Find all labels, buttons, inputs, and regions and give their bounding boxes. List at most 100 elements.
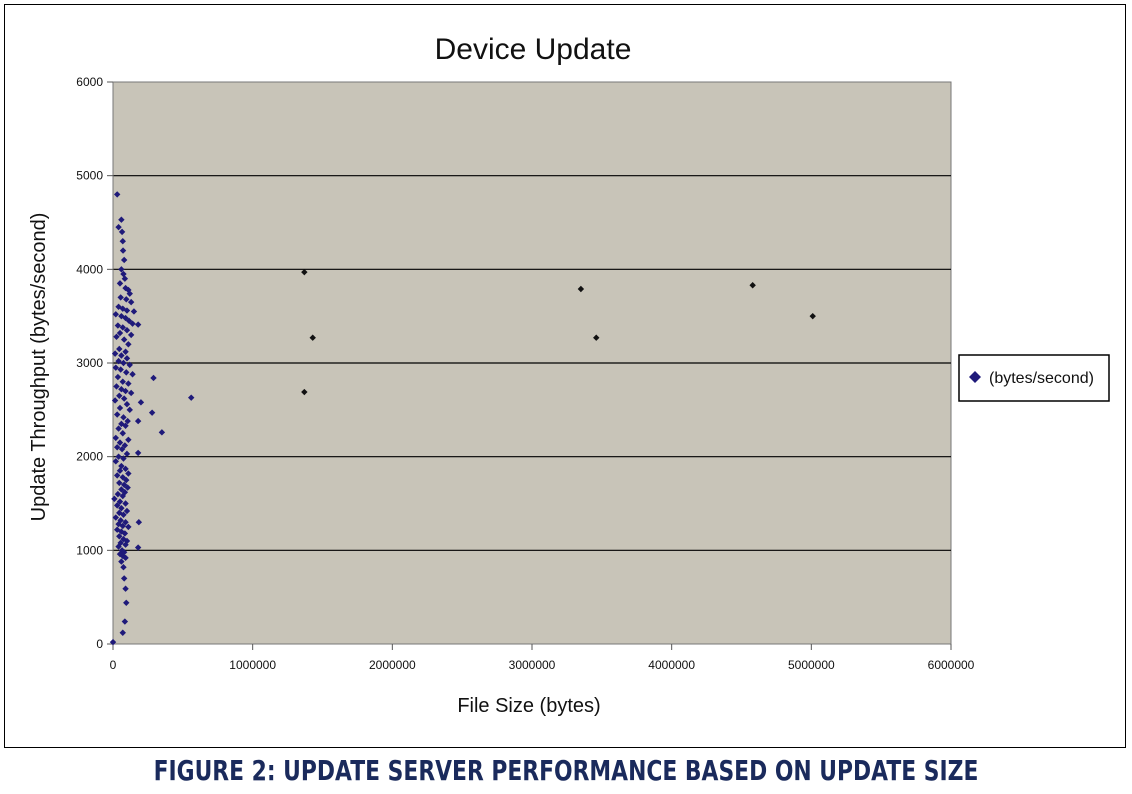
data-point <box>125 436 132 444</box>
data-point <box>118 558 125 565</box>
data-point <box>113 472 121 479</box>
data-point <box>135 519 143 526</box>
data-point <box>123 401 131 408</box>
data-point <box>188 394 195 401</box>
data-point <box>116 439 124 446</box>
data-point <box>148 409 156 416</box>
data-point <box>118 547 126 554</box>
data-point <box>119 324 126 331</box>
x-tick-label: 0 <box>110 658 117 672</box>
data-point <box>123 476 130 484</box>
data-point <box>121 442 129 449</box>
data-point <box>118 312 125 320</box>
data-point <box>119 430 126 437</box>
data-point <box>158 429 166 436</box>
data-point <box>134 449 142 457</box>
x-axis: 0 1000000 2000000 3000000 4000000 5000000 6000… <box>110 643 975 672</box>
data-point <box>118 216 125 223</box>
data-point <box>111 495 118 503</box>
legend-label: (bytes/second) <box>989 370 1094 387</box>
y-tick-label: 5000 <box>76 169 103 183</box>
data-point <box>112 364 119 371</box>
data-point <box>120 395 128 402</box>
data-point <box>593 334 600 341</box>
data-point <box>123 507 131 515</box>
data-point <box>749 282 756 289</box>
x-tick-label: 1000000 <box>229 658 276 672</box>
y-tick-label: 4000 <box>76 262 103 276</box>
data-point <box>121 618 129 625</box>
legend: (bytes/second) <box>958 354 1110 402</box>
gridlines <box>113 175 951 551</box>
data-point <box>122 500 129 507</box>
data-point <box>113 383 120 390</box>
data-point <box>309 334 316 341</box>
data-point <box>125 523 132 531</box>
data-point <box>111 350 119 357</box>
data-point <box>119 238 126 245</box>
data-point <box>121 530 129 537</box>
data-point <box>118 462 125 470</box>
data-point <box>124 484 131 491</box>
data-point <box>116 533 123 540</box>
chart-title: Device Update <box>435 33 632 66</box>
data-point <box>125 380 132 387</box>
x-tick-label: 4000000 <box>648 658 695 672</box>
data-point <box>120 414 127 421</box>
data-point <box>116 550 124 558</box>
data-point <box>577 285 585 293</box>
data-point <box>122 585 129 592</box>
data-point <box>118 528 125 535</box>
data-point <box>118 504 125 512</box>
data-point <box>123 599 130 606</box>
data-point <box>127 389 135 397</box>
data-point <box>150 374 157 382</box>
data-point <box>123 307 131 314</box>
data-point <box>120 270 127 278</box>
data-point <box>125 341 132 348</box>
data-point <box>113 502 121 509</box>
data-point <box>119 552 126 560</box>
data-point <box>119 522 126 530</box>
data-point <box>121 275 129 282</box>
data-point <box>126 406 133 414</box>
data-point <box>301 388 308 396</box>
x-tick-label: 2000000 <box>369 658 416 672</box>
y-axis: 0 1000 2000 3000 4000 5000 6000 <box>76 75 114 651</box>
y-tick-label: 1000 <box>76 543 103 557</box>
data-point <box>117 366 124 373</box>
y-tick-label: 3000 <box>76 356 103 370</box>
data-point <box>126 290 133 297</box>
data-point <box>119 378 126 385</box>
data-point <box>114 322 122 329</box>
data-point <box>116 404 124 412</box>
data-point <box>119 247 127 254</box>
data-point <box>129 371 136 378</box>
x-axis-label: File Size (bytes) <box>457 695 600 717</box>
data-point <box>113 333 120 340</box>
data-point <box>134 321 142 328</box>
data-point <box>120 256 128 264</box>
data-point <box>112 458 119 465</box>
data-point <box>111 397 119 404</box>
data-point <box>122 465 129 473</box>
data-markers <box>109 191 816 646</box>
data-point <box>134 544 142 551</box>
y-tick-label: 0 <box>96 637 103 651</box>
data-point <box>119 492 126 500</box>
x-tick-label: 5000000 <box>788 658 835 672</box>
data-point <box>123 355 131 362</box>
data-point <box>118 266 125 273</box>
data-point <box>123 327 131 334</box>
legend-marker-diamond <box>969 371 981 383</box>
data-point <box>113 444 121 451</box>
data-point <box>115 357 122 365</box>
data-point <box>137 399 145 406</box>
data-point <box>116 467 124 474</box>
y-axis-label: Update Throughput (bytes/second) <box>28 213 50 522</box>
data-point <box>122 541 129 548</box>
data-point <box>116 498 124 505</box>
data-point <box>123 296 130 303</box>
data-point <box>117 294 124 301</box>
data-point <box>115 543 122 550</box>
